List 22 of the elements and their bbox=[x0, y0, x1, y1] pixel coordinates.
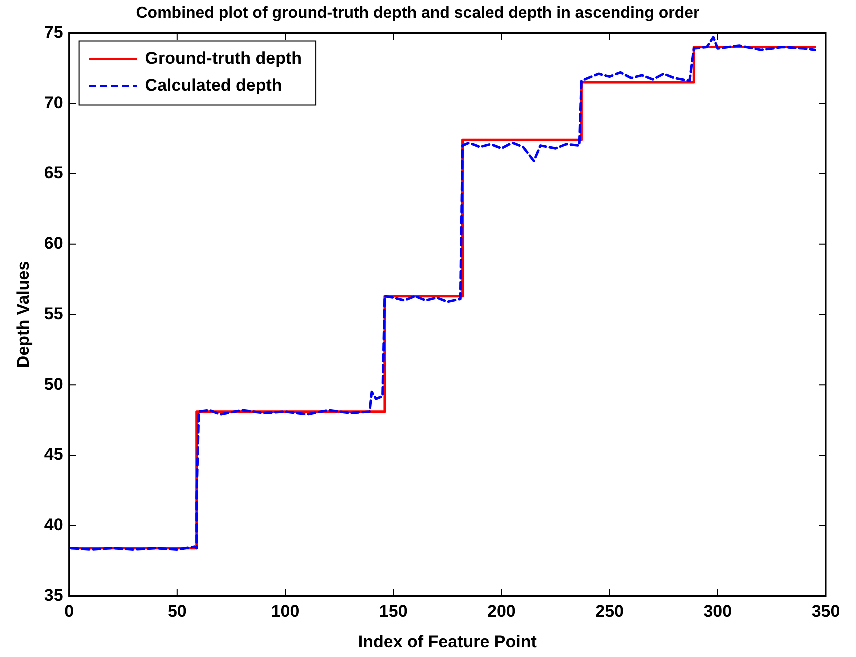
x-tick-label: 300 bbox=[704, 602, 732, 622]
x-tick-label: 200 bbox=[488, 602, 516, 622]
legend-label: Calculated depth bbox=[145, 76, 282, 95]
x-tick-label: 150 bbox=[379, 602, 408, 622]
y-tick-label: 75 bbox=[44, 22, 64, 42]
chart-title: Combined plot of ground-truth depth and scaled depth in ascending order bbox=[136, 5, 700, 22]
y-tick-label: 50 bbox=[44, 374, 64, 394]
x-tick-label: 50 bbox=[168, 602, 187, 622]
x-tick-label: 100 bbox=[271, 602, 300, 622]
y-tick-label: 70 bbox=[44, 93, 64, 112]
y-tick-label: 40 bbox=[44, 516, 64, 535]
y-tick-label: 35 bbox=[44, 586, 64, 605]
x-tick-label: 250 bbox=[596, 602, 624, 622]
y-axis-title: Depth Values bbox=[14, 261, 33, 368]
y-tick-label: 65 bbox=[44, 164, 64, 183]
legend-label: Ground-truth depth bbox=[145, 48, 302, 68]
y-tick-label: 55 bbox=[44, 304, 64, 324]
x-tick-label: 350 bbox=[812, 602, 840, 622]
y-tick-label: 60 bbox=[44, 234, 64, 254]
x-tick-label: 0 bbox=[64, 602, 74, 622]
x-axis-title: Index of Feature Point bbox=[358, 632, 538, 652]
y-tick-label: 45 bbox=[44, 445, 64, 464]
